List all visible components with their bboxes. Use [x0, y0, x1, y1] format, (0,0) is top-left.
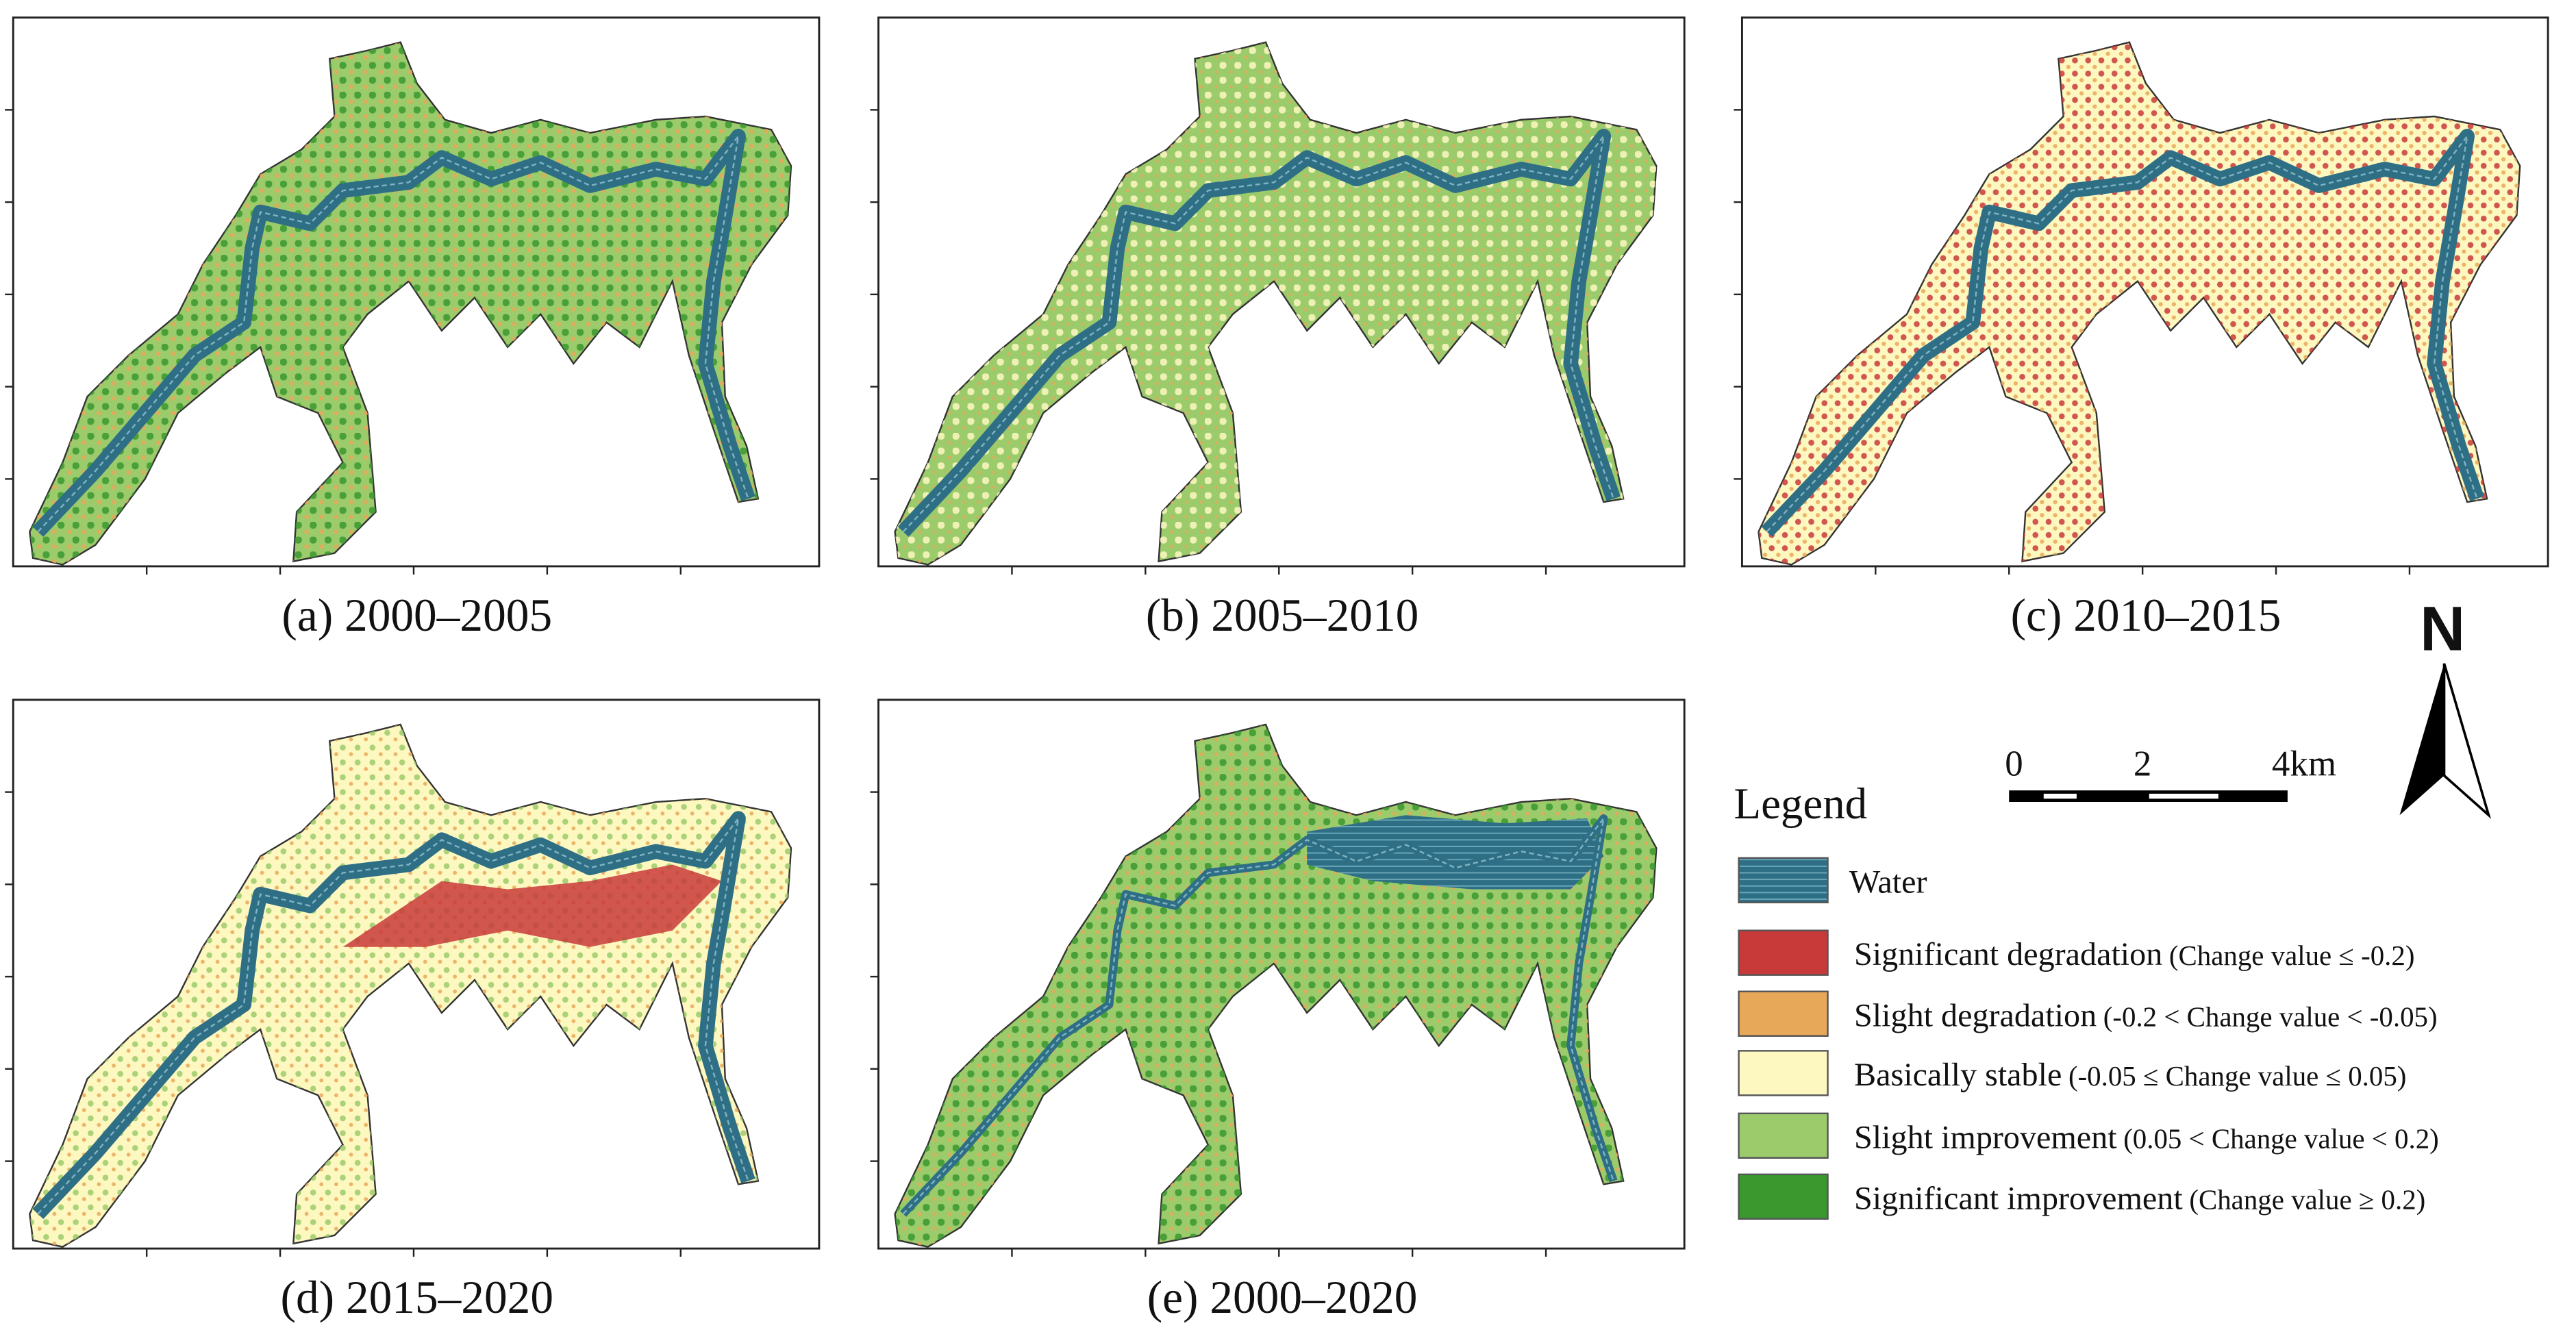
scale-seg [2043, 793, 2077, 799]
north-arrow-right [2442, 663, 2491, 819]
legend-range: (0.05 < Change value < 0.2) [2123, 1123, 2439, 1154]
map-panel [894, 41, 1658, 566]
land-change [895, 42, 1657, 565]
legend-label: Significant improvement (Change value ≥ 0… [1854, 1180, 2425, 1216]
legend-swatch [1738, 990, 1829, 1037]
river-hatch [902, 136, 1614, 533]
river-hatch [1766, 136, 2478, 533]
map-panel [1758, 41, 2521, 566]
legend-name: Significant degradation [1854, 936, 2162, 972]
scale-seg [2149, 793, 2218, 799]
legend-swatch [1738, 1112, 1829, 1159]
map-panel [29, 723, 792, 1248]
map-panel [894, 723, 1658, 1248]
scale-label: 2 [2134, 744, 2151, 784]
scale-bar [2009, 790, 2288, 803]
legend-swatch [1738, 1050, 1829, 1096]
legend-label: Slight degradation (-0.2 < Change value <… [1854, 997, 2438, 1033]
river-hatch [37, 818, 749, 1215]
legend-swatch [1738, 929, 1829, 976]
legend-label: Water [1849, 864, 1927, 900]
panel-caption: (d) 2015–2020 [281, 1272, 554, 1323]
legend-name: Basically stable [1854, 1057, 2062, 1093]
legend-range: (-0.2 < Change value < -0.05) [2103, 1001, 2438, 1032]
panel-caption: (a) 2000–2005 [282, 590, 552, 641]
land-change [1758, 42, 2521, 565]
legend-label: Slight improvement (0.05 < Change value <… [1854, 1119, 2439, 1155]
legend-name: Slight degradation [1854, 997, 2097, 1033]
legend-swatch [1738, 857, 1829, 904]
legend-name: Significant improvement [1854, 1180, 2183, 1216]
river-hatch [37, 136, 749, 533]
panel-caption: (b) 2005–2010 [1146, 590, 1419, 641]
land-change [29, 724, 792, 1247]
north-label: N [2420, 594, 2465, 664]
river-hatch [902, 818, 1614, 1215]
map-panel [29, 41, 792, 566]
panel-caption: (e) 2000–2020 [1147, 1272, 1418, 1323]
legend-name: Slight improvement [1854, 1119, 2117, 1155]
legend-name: Water [1849, 864, 1927, 900]
legend-label: Significant degradation (Change value ≤ -… [1854, 936, 2414, 972]
panel-caption: (c) 2010–2015 [2011, 590, 2281, 641]
legend-label: Basically stable (-0.05 ≤ Change value ≤ … [1854, 1057, 2406, 1093]
legend-range: (Change value ≥ 0.2) [2189, 1184, 2425, 1215]
north-arrow-left [2399, 663, 2444, 816]
degradation-band [342, 864, 722, 947]
legend-range: (Change value ≤ -0.2) [2169, 940, 2415, 971]
legend-swatch [1738, 1173, 1829, 1220]
scale-label: 4km [2272, 744, 2336, 784]
legend-title: Legend [1734, 779, 1867, 829]
land-change [29, 42, 792, 565]
reservoir [1307, 815, 1604, 890]
legend-range: (-0.05 ≤ Change value ≤ 0.05) [2068, 1061, 2406, 1092]
scale-label: 0 [2005, 744, 2023, 784]
